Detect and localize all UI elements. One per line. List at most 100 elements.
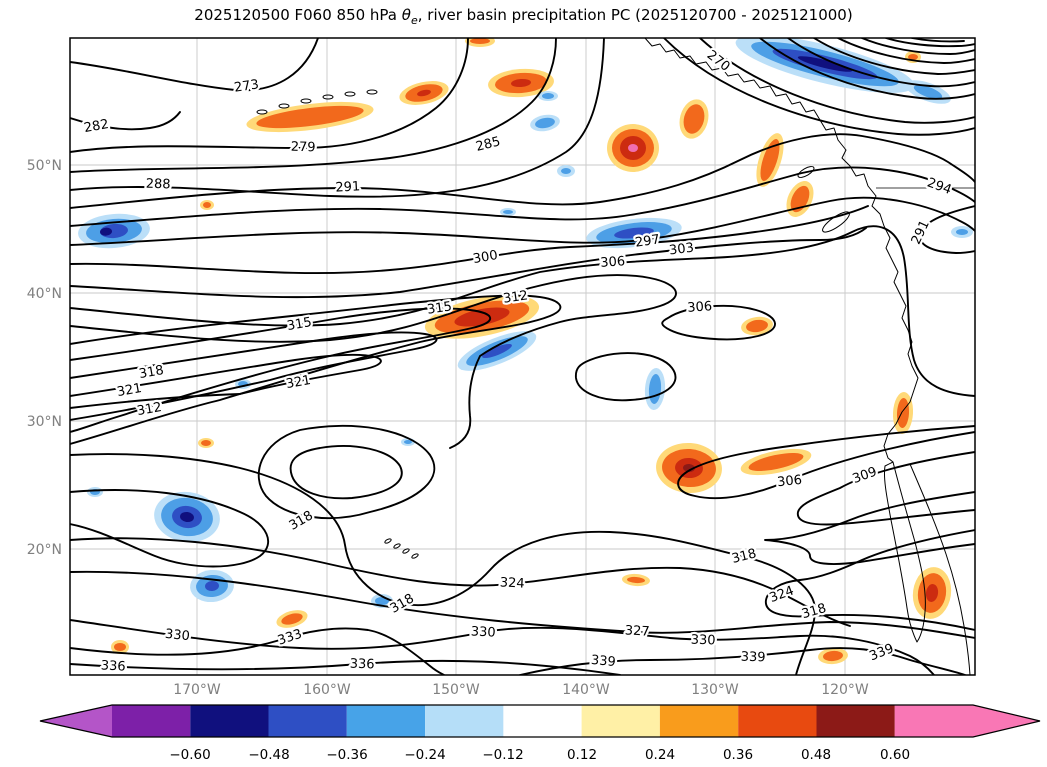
anomaly-shade	[627, 576, 645, 584]
positive-anomaly-region	[488, 68, 554, 98]
lat-tick-label: 50°N	[27, 158, 62, 174]
positive-anomaly-region	[607, 124, 659, 172]
lon-tick-label: 120°W	[821, 682, 869, 698]
contour-line	[813, 38, 975, 75]
anomaly-shade	[614, 227, 654, 239]
colorbar-tick-label: 0.24	[645, 747, 675, 763]
positive-anomaly-region	[740, 448, 812, 476]
anomaly-shade	[100, 227, 113, 236]
anomaly-shade	[454, 307, 510, 327]
contour-line	[70, 38, 469, 153]
contour-line	[677, 425, 975, 500]
anomaly-shade	[748, 453, 804, 471]
positive-anomaly-region	[679, 99, 709, 139]
positive-anomaly-region	[892, 392, 914, 434]
island-outline	[344, 91, 356, 97]
contour-line	[837, 38, 975, 64]
positive-anomaly-region	[656, 442, 722, 494]
colorbar-tick-label: −0.60	[169, 747, 210, 763]
negative-anomaly-region	[190, 569, 234, 603]
contour-line	[70, 166, 975, 227]
plot-title: 2025120500 F060 850 hPa θe, river basin …	[0, 6, 1047, 27]
contour-line	[70, 205, 869, 274]
colorbar-segment	[738, 705, 817, 737]
colorbar-segment	[268, 705, 347, 737]
anomaly-shade	[417, 89, 431, 97]
colorbar-segment	[894, 705, 973, 737]
title-text-2: , river basin precipitation PC (20251207…	[417, 6, 853, 24]
island-outline	[300, 98, 312, 104]
lat-tick-label: 40°N	[27, 286, 62, 302]
anomaly-shade	[180, 511, 194, 523]
negative-anomaly-region	[401, 438, 415, 446]
lon-tick-label: 130°W	[691, 682, 739, 698]
negative-anomaly-region	[78, 213, 150, 249]
lat-tick-label: 20°N	[27, 542, 62, 558]
positive-anomaly-region	[465, 38, 495, 47]
contour-label: 324	[768, 583, 796, 606]
anomaly-shade	[908, 54, 918, 60]
contour-label: 294	[925, 175, 953, 198]
colorbar-under-arrow	[40, 705, 112, 737]
coastline	[909, 463, 971, 675]
island-outline	[278, 103, 290, 109]
contour-label: 330	[470, 624, 496, 640]
contour-line	[861, 38, 975, 55]
colorbar-segment	[190, 705, 269, 737]
colorbar: −0.60 −0.48 −0.36 −0.24 −0.12 0.12 0.24 …	[39, 704, 1041, 763]
colorbar-segment	[581, 705, 660, 737]
anomaly-shade	[628, 144, 638, 152]
contour-label: 339	[867, 641, 896, 664]
contour-line	[70, 38, 605, 198]
contour-label: 279	[290, 140, 315, 156]
contour-label: 321	[116, 381, 143, 400]
island-outline	[256, 109, 268, 115]
contour-line	[885, 38, 975, 48]
anomaly-shade	[896, 398, 910, 428]
contour-label: 288	[145, 177, 170, 193]
contour-label: 270	[704, 48, 733, 75]
contour-line	[70, 570, 975, 639]
contour-label: 312	[502, 288, 529, 306]
anomaly-shade	[205, 580, 219, 592]
contour-line	[759, 38, 975, 100]
anomaly-shade	[561, 168, 571, 174]
contour-label: 339	[590, 653, 616, 670]
plot-frame	[69, 37, 976, 676]
positive-anomaly-region	[198, 438, 214, 448]
positive-anomaly-region	[756, 133, 784, 187]
positive-anomaly-region	[111, 640, 129, 654]
colorbar-tick-label: 0.36	[723, 747, 753, 763]
contour-line	[70, 225, 975, 397]
contour-line	[70, 619, 935, 675]
colorbar-tick-label: 0.12	[567, 747, 597, 763]
contour-label: 303	[668, 241, 694, 259]
negative-anomaly-region	[530, 114, 560, 132]
colorbar-tick-label: 0.48	[801, 747, 831, 763]
contour-line	[289, 445, 403, 500]
colorbar-tick-label: −0.48	[248, 747, 289, 763]
anomaly-shade	[482, 343, 512, 359]
contour-label: 330	[164, 627, 190, 645]
positive-anomaly-region	[399, 81, 449, 105]
colorbar-segment	[112, 705, 191, 737]
colorbar-segment	[816, 705, 895, 737]
contour-line	[765, 529, 975, 631]
contour-line	[519, 647, 966, 675]
contour-label: 315	[426, 299, 453, 317]
contour-line	[70, 627, 445, 675]
contour-line	[797, 451, 975, 526]
negative-anomaly-region	[735, 38, 915, 93]
contour-line	[919, 205, 975, 254]
colorbar-outline	[39, 704, 1041, 738]
colorbar-tick-label: −0.12	[482, 747, 523, 763]
anomaly-shade	[746, 319, 768, 333]
lon-tick-label: 150°W	[432, 682, 480, 698]
anomaly-shade	[956, 229, 968, 235]
contour-label: 336	[349, 657, 374, 673]
island-outline	[393, 543, 401, 549]
contour-label: 306	[600, 254, 626, 271]
positive-anomaly-region	[741, 316, 773, 336]
contour-line	[70, 353, 382, 409]
